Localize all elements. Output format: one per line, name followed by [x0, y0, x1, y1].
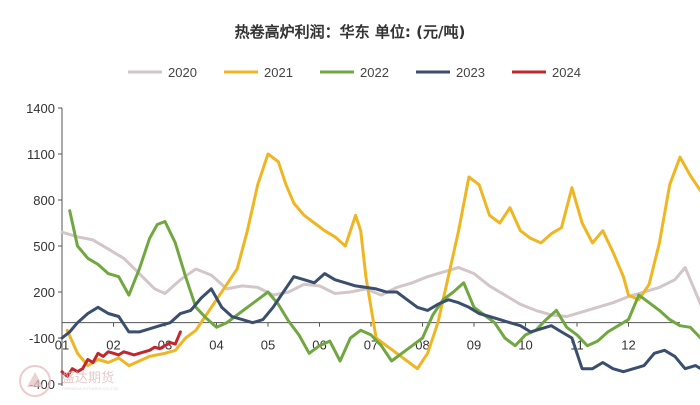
legend-label-2023: 2023	[456, 65, 485, 80]
y-tick-label: 500	[33, 239, 55, 254]
legend-label-2022: 2022	[360, 65, 389, 80]
watermark: 盛达期货 SHENGDA FUTURES CO.,LTD.	[19, 365, 119, 397]
y-tick-label: 1400	[26, 101, 55, 116]
legend: 2020 2021 2022 2023 2024	[128, 65, 581, 80]
watermark-logo-icon	[19, 365, 51, 397]
x-tick-label: 01	[55, 338, 69, 353]
legend-label-2021: 2021	[264, 65, 293, 80]
watermark-text: 盛达期货	[62, 370, 114, 386]
series-line-2023	[60, 272, 700, 374]
x-tick-label: 09	[467, 338, 481, 353]
series-line-2021	[65, 152, 700, 371]
watermark-logo-mark	[27, 372, 43, 387]
x-tick-label: 04	[209, 338, 223, 353]
legend-label-2024: 2024	[552, 65, 581, 80]
watermark-subtext: SHENGDA FUTURES CO.,LTD.	[62, 386, 119, 391]
x-tick-label: 07	[364, 338, 378, 353]
series-line-2022	[68, 209, 700, 363]
y-tick-label: 200	[33, 285, 55, 300]
series-line-2020	[60, 230, 700, 318]
series-line-2024	[60, 330, 182, 378]
chart-title: 热卷高炉利润：华东 单位: (元/吨)	[235, 23, 466, 41]
y-tick-label: 800	[33, 193, 55, 208]
x-tick-label: 02	[106, 338, 120, 353]
y-tick-label: 1100	[27, 147, 55, 162]
chart-title-group: 热卷高炉利润：华东 单位: (元/吨)	[235, 23, 466, 41]
x-tick-label: 10	[518, 338, 532, 353]
x-tick-label: 05	[261, 338, 275, 353]
legend-label-2020: 2020	[168, 65, 197, 80]
x-tick-label: 12	[621, 338, 635, 353]
y-tick-label: -100	[29, 331, 55, 346]
